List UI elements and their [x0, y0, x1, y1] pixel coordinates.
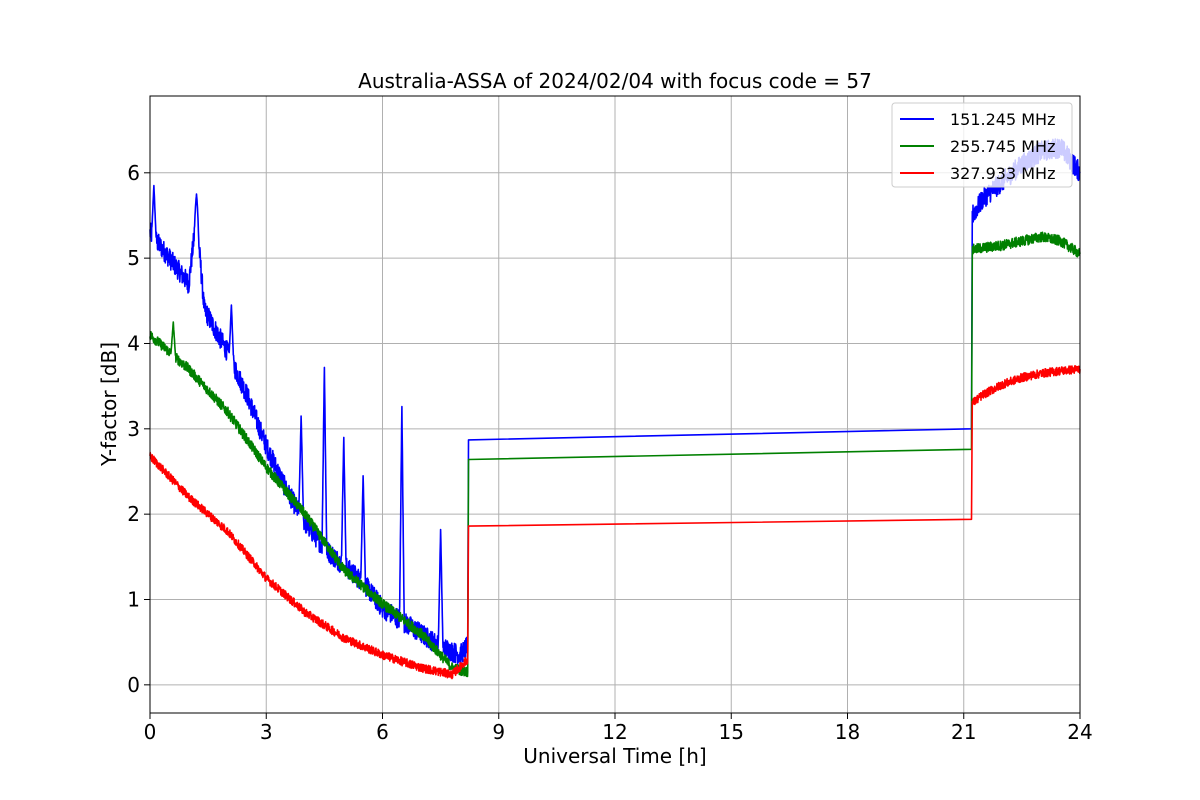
y-tick-label: 6	[127, 161, 140, 185]
x-tick-label: 24	[1067, 720, 1092, 744]
x-axis-label: Universal Time [h]	[523, 744, 706, 768]
y-axis: 0 1 2 3 4 5 6	[127, 161, 150, 697]
y-tick-label: 0	[127, 673, 140, 697]
x-tick-label: 15	[719, 720, 744, 744]
y-tick-label: 2	[127, 502, 140, 526]
x-tick-label: 18	[835, 720, 860, 744]
x-axis: 0 3 6 9 12 15 18 21 24	[144, 713, 1093, 744]
chart-title: Australia-ASSA of 2024/02/04 with focus …	[358, 69, 872, 93]
legend: 151.245 MHz 255.745 MHz 327.933 MHz	[892, 103, 1072, 187]
x-tick-label: 3	[260, 720, 273, 744]
legend-entry: 151.245 MHz	[950, 110, 1055, 129]
x-tick-label: 0	[144, 720, 157, 744]
y-tick-label: 1	[127, 587, 140, 611]
y-tick-label: 4	[127, 331, 140, 355]
y-tick-label: 5	[127, 246, 140, 270]
x-tick-label: 12	[602, 720, 627, 744]
x-tick-label: 9	[492, 720, 505, 744]
legend-entry: 255.745 MHz	[950, 137, 1055, 156]
x-tick-label: 6	[376, 720, 389, 744]
y-tick-label: 3	[127, 417, 140, 441]
legend-entry: 327.933 MHz	[950, 164, 1055, 183]
y-axis-label: Y-factor [dB]	[97, 342, 121, 467]
grid	[150, 96, 1080, 713]
x-tick-label: 21	[951, 720, 976, 744]
